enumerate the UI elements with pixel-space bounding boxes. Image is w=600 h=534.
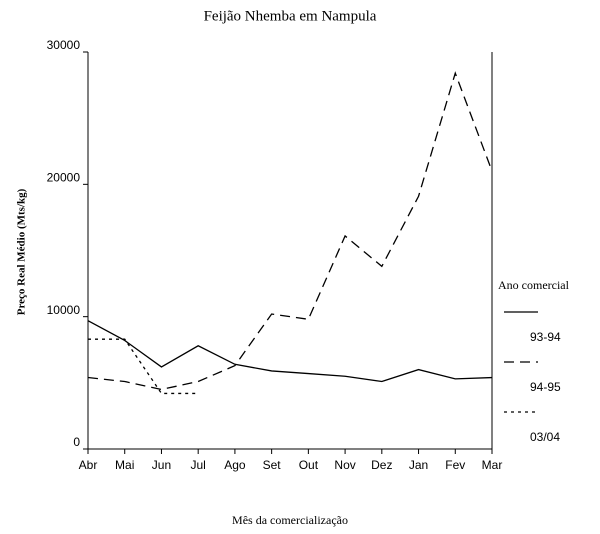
x-tick-label: Jan	[409, 458, 428, 472]
x-tick-label: Ago	[224, 458, 246, 472]
chart-title: Feijão Nhemba em Nampula	[204, 8, 377, 24]
legend-title: Ano comercial	[498, 278, 570, 292]
y-tick-label: 10000	[47, 303, 81, 317]
x-tick-label: Set	[263, 458, 282, 472]
x-tick-label: Jul	[191, 458, 206, 472]
x-tick-label: Jun	[152, 458, 171, 472]
x-tick-label: Out	[299, 458, 319, 472]
series-line	[88, 338, 199, 395]
series-line	[87, 320, 493, 383]
x-axis-label: Mês da comercialização	[232, 513, 348, 527]
y-tick-label: 0	[73, 435, 80, 449]
x-tick-label: Nov	[334, 458, 355, 472]
series-line	[87, 71, 493, 391]
x-tick-label: Dez	[371, 458, 392, 472]
y-tick-label: 20000	[47, 171, 81, 185]
legend-label: 93-94	[530, 330, 561, 344]
x-tick-label: Mar	[482, 458, 503, 472]
y-axis-label: Preço Real Médio (Mts/kg)	[16, 188, 28, 315]
x-tick-label: Fev	[445, 458, 465, 472]
legend-label: 94-95	[530, 380, 561, 394]
x-tick-label: Abr	[79, 458, 98, 472]
y-tick-label: 30000	[47, 38, 81, 52]
legend-label: 03/04	[530, 430, 560, 444]
x-tick-label: Mai	[115, 458, 134, 472]
